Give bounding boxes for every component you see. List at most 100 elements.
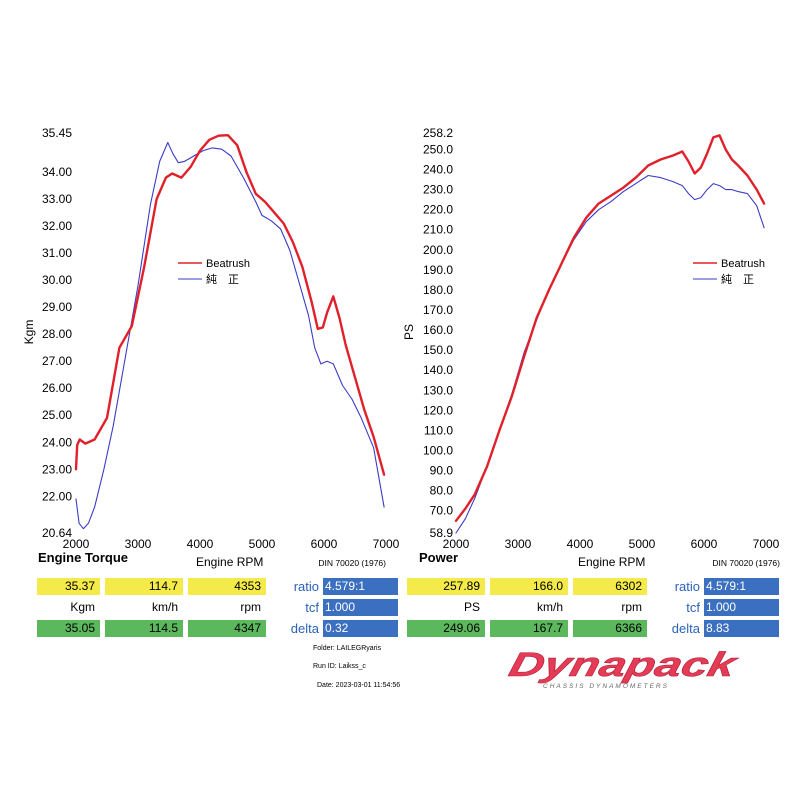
y-tick-label: 80.0 <box>430 484 454 498</box>
series-line-stock <box>455 174 765 534</box>
y-tick-label: 58.9 <box>430 526 454 540</box>
y-tick-label: 34.00 <box>42 165 72 179</box>
dynapack-logo: Dynapack CHASSIS DYNAMOMETERS <box>505 646 742 690</box>
x-tick-label: 4000 <box>187 537 214 551</box>
run-id-text: Run ID: Laikss_c <box>313 663 366 670</box>
delta-label-right: delta <box>671 621 700 636</box>
y-tick-label: 110.0 <box>424 423 453 437</box>
legend-label-beatrush: Beatrush <box>721 258 765 270</box>
series-line-stock <box>75 141 385 530</box>
torque-chart: 35.45 34.00 33.00 32.00 31.00 30.00 29.00 28.00… <box>22 126 400 569</box>
x-tick-label: 6000 <box>691 537 718 551</box>
power-stock-value: 249.06 <box>407 620 485 637</box>
date-text: Date: 2023-03-01 11:54:56 <box>317 682 401 689</box>
torque-unit: Kgm <box>70 600 95 614</box>
y-tick-label: 24.00 <box>42 435 72 449</box>
tcf-label: tcf <box>305 600 319 615</box>
y-tick-label: 26.00 <box>42 381 72 395</box>
power-chart: 258.2 250.0 240.0 230.0 220.0 210.0 200.0 190.0… <box>402 126 780 569</box>
ratio-label-right: ratio <box>674 579 700 594</box>
delta-label: delta <box>290 621 319 636</box>
y-tick-label: 240.0 <box>423 163 453 177</box>
y-axis-label: PS <box>402 324 416 340</box>
chart-title: Engine Torque <box>38 550 128 565</box>
ratio-value: 4.579:1 <box>323 578 398 595</box>
legend-label-beatrush: Beatrush <box>206 258 250 270</box>
legend-label-stock: 純 正 <box>721 273 754 286</box>
y-tick-label: 29.00 <box>42 300 72 314</box>
ratio-value-right: 4.579:1 <box>704 578 779 595</box>
power-speed-unit: km/h <box>536 600 563 614</box>
torque-speed-unit: km/h <box>151 600 178 614</box>
y-tick-label: 70.0 <box>430 504 454 518</box>
series-line-beatrush <box>74 133 386 476</box>
y-tick-label: 180.0 <box>423 283 453 297</box>
x-axis-label: Engine RPM <box>196 555 263 569</box>
logo-wordmark: Dynapack <box>505 646 742 683</box>
x-tick-label: 4000 <box>567 537 594 551</box>
torque-max-value: 35.37 <box>37 578 100 595</box>
y-tick-label: 200.0 <box>423 243 453 257</box>
y-tick-label: 30.00 <box>42 273 72 287</box>
y-tick-label: 140.0 <box>423 363 453 377</box>
din-standard-label: DIN 70020 (1976) <box>712 558 780 568</box>
x-tick-label: 3000 <box>125 537 152 551</box>
chart-title: Power <box>419 550 458 565</box>
x-tick-label: 2000 <box>63 537 90 551</box>
y-tick-label: 28.00 <box>42 327 72 341</box>
y-tick-label: 22.00 <box>42 489 72 503</box>
power-max-value: 257.89 <box>407 578 485 595</box>
y-tick-label: 220.0 <box>423 203 453 217</box>
din-standard-label: DIN 70020 (1976) <box>318 558 386 568</box>
x-tick-label: 5000 <box>249 537 276 551</box>
series-line-beatrush <box>454 134 766 522</box>
torque-stock-speed: 114.5 <box>105 620 183 637</box>
legend-label-stock: 純 正 <box>206 273 239 286</box>
torque-stock-rpm: 4347 <box>188 620 266 637</box>
tcf-value: 1.000 <box>323 599 398 616</box>
power-rpm-unit: rpm <box>621 600 642 614</box>
y-tick-label: 27.00 <box>42 354 72 368</box>
power-speed-value: 166.0 <box>490 578 568 595</box>
ratio-label: ratio <box>293 579 319 594</box>
torque-speed-value: 114.7 <box>105 578 183 595</box>
x-tick-label: 7000 <box>753 537 780 551</box>
torque-stock-value: 35.05 <box>37 620 100 637</box>
delta-value: 0.32 <box>323 620 398 637</box>
y-tick-label: 190.0 <box>423 263 453 277</box>
folder-text: Folder: LAILEGRyaris <box>313 645 382 652</box>
x-tick-label: 2000 <box>443 537 470 551</box>
y-tick-label: 33.00 <box>42 192 72 206</box>
y-tick-label: 100.0 <box>423 444 453 458</box>
logo-subtitle: CHASSIS DYNAMOMETERS <box>543 683 669 690</box>
x-tick-label: 6000 <box>311 537 338 551</box>
power-stock-rpm: 6366 <box>573 620 647 637</box>
power-stock-speed: 167.7 <box>490 620 568 637</box>
y-tick-label: 230.0 <box>423 183 453 197</box>
y-tick-label: 23.00 <box>42 462 72 476</box>
y-tick-label: 90.0 <box>430 464 454 478</box>
y-tick-label: 31.00 <box>42 246 72 260</box>
tcf-label-right: tcf <box>686 600 700 615</box>
x-tick-label: 7000 <box>373 537 400 551</box>
x-tick-label: 5000 <box>629 537 656 551</box>
y-tick-label: 20.64 <box>42 526 72 540</box>
power-rpm-value: 6302 <box>573 578 647 595</box>
y-tick-label: 250.0 <box>423 142 453 156</box>
y-tick-label: 120.0 <box>423 403 453 417</box>
y-axis-label: Kgm <box>22 320 36 345</box>
y-tick-label: 160.0 <box>423 323 453 337</box>
y-tick-label: 32.00 <box>42 219 72 233</box>
y-tick-label: 130.0 <box>423 383 453 397</box>
y-tick-label: 150.0 <box>423 343 453 357</box>
y-tick-label: 258.2 <box>423 126 453 140</box>
torque-rpm-value: 4353 <box>188 578 266 595</box>
x-axis-label: Engine RPM <box>578 555 645 569</box>
y-tick-label: 35.45 <box>42 126 72 140</box>
y-tick-label: 170.0 <box>423 303 453 317</box>
torque-rpm-unit: rpm <box>240 600 261 614</box>
delta-value-right: 8.83 <box>704 620 779 637</box>
y-tick-label: 210.0 <box>423 223 453 237</box>
y-tick-label: 25.00 <box>42 408 72 422</box>
